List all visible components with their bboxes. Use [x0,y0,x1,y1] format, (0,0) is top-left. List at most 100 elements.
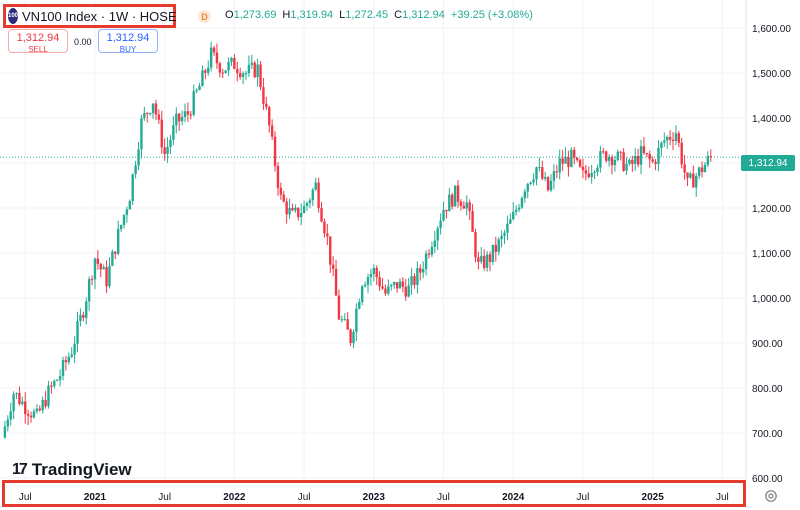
candle-body[interactable] [645,153,649,155]
candle-body[interactable] [79,314,82,322]
candle-body[interactable] [186,111,190,115]
candle-body[interactable] [76,321,79,344]
candle-body[interactable] [265,103,268,108]
candle-body[interactable] [99,263,102,270]
candle-body[interactable] [631,159,634,164]
candle-series[interactable] [3,41,712,439]
candle-body[interactable] [697,167,701,176]
candle-body[interactable] [215,52,219,64]
candle-body[interactable] [58,376,62,380]
candle-body[interactable] [297,207,300,218]
candle-body[interactable] [201,70,204,87]
candle-body[interactable] [183,111,187,118]
candle-body[interactable] [18,393,21,405]
candle-body[interactable] [230,57,233,62]
candle-body[interactable] [279,187,283,195]
candle-body[interactable] [157,114,161,120]
candle-body[interactable] [358,302,361,309]
candle-body[interactable] [427,253,431,255]
candle-body[interactable] [596,167,599,172]
candle-body[interactable] [686,172,689,178]
candle-body[interactable] [90,279,94,281]
candle-body[interactable] [599,151,602,168]
candle-body[interactable] [253,62,256,78]
candle-body[interactable] [404,286,407,297]
candle-body[interactable] [119,224,123,230]
candle-body[interactable] [506,223,509,233]
candle-body[interactable] [503,232,506,236]
candle-body[interactable] [610,156,614,166]
candle-body[interactable] [584,170,588,174]
candle-body[interactable] [302,205,306,214]
candle-body[interactable] [323,221,326,234]
candle-body[interactable] [308,200,312,204]
candle-body[interactable] [387,286,390,294]
candle-body[interactable] [352,331,355,344]
candle-body[interactable] [578,159,582,167]
candle-body[interactable] [703,164,707,173]
candle-body[interactable] [15,393,18,395]
candle-body[interactable] [488,254,492,263]
candle-body[interactable] [299,213,303,218]
candle-body[interactable] [212,47,216,53]
candle-body[interactable] [21,401,24,405]
candle-body[interactable] [381,286,384,289]
candle-body[interactable] [314,182,317,190]
candle-body[interactable] [674,133,678,141]
candle-body[interactable] [430,246,434,255]
candle-body[interactable] [262,87,265,104]
candle-body[interactable] [384,288,387,294]
candle-body[interactable] [468,202,471,212]
candle-body[interactable] [613,159,617,166]
candle-body[interactable] [561,158,564,164]
candle-body[interactable] [459,201,463,206]
candle-body[interactable] [439,220,442,229]
candle-body[interactable] [169,139,172,147]
candle-body[interactable] [378,277,381,287]
candle-body[interactable] [471,211,474,233]
candle-body[interactable] [26,414,30,416]
candle-body[interactable] [221,72,224,74]
candle-body[interactable] [453,185,457,207]
candle-body[interactable] [575,157,579,160]
candle-body[interactable] [407,285,410,297]
candle-body[interactable] [372,267,376,274]
candle-body[interactable] [509,219,512,224]
candle-body[interactable] [12,394,15,412]
candle-body[interactable] [116,229,120,254]
candle-body[interactable] [6,419,10,427]
candle-body[interactable] [555,171,559,173]
candle-body[interactable] [55,379,59,381]
candle-body[interactable] [369,273,373,278]
candle-body[interactable] [363,284,367,287]
candle-body[interactable] [491,244,495,263]
candle-body[interactable] [241,73,245,77]
candle-body[interactable] [677,133,681,143]
candle-body[interactable] [375,267,378,278]
candle-body[interactable] [451,194,454,207]
candle-body[interactable] [512,211,515,220]
candle-body[interactable] [442,209,445,221]
candle-body[interactable] [543,176,547,179]
candle-body[interactable] [692,173,695,188]
candle-body[interactable] [573,149,576,158]
candle-body[interactable] [663,140,666,143]
candle-body[interactable] [651,159,654,162]
candle-body[interactable] [462,205,466,209]
candle-body[interactable] [567,157,570,167]
candle-body[interactable] [416,268,419,285]
price-axis[interactable]: 600.00 700.00 800.00 900.00 1,000.00 1,100.00… [745,0,791,485]
candle-body[interactable] [494,244,498,252]
candle-body[interactable] [410,276,413,286]
candle-body[interactable] [520,198,524,208]
settings-gear-icon[interactable] [764,489,778,503]
candle-body[interactable] [270,125,274,137]
candle-body[interactable] [154,103,158,115]
candle-body[interactable] [346,319,349,330]
candle-body[interactable] [233,57,236,69]
candle-body[interactable] [288,207,291,215]
candle-body[interactable] [433,240,437,247]
candle-body[interactable] [668,137,672,140]
candle-body[interactable] [102,267,105,270]
candle-body[interactable] [24,401,27,415]
